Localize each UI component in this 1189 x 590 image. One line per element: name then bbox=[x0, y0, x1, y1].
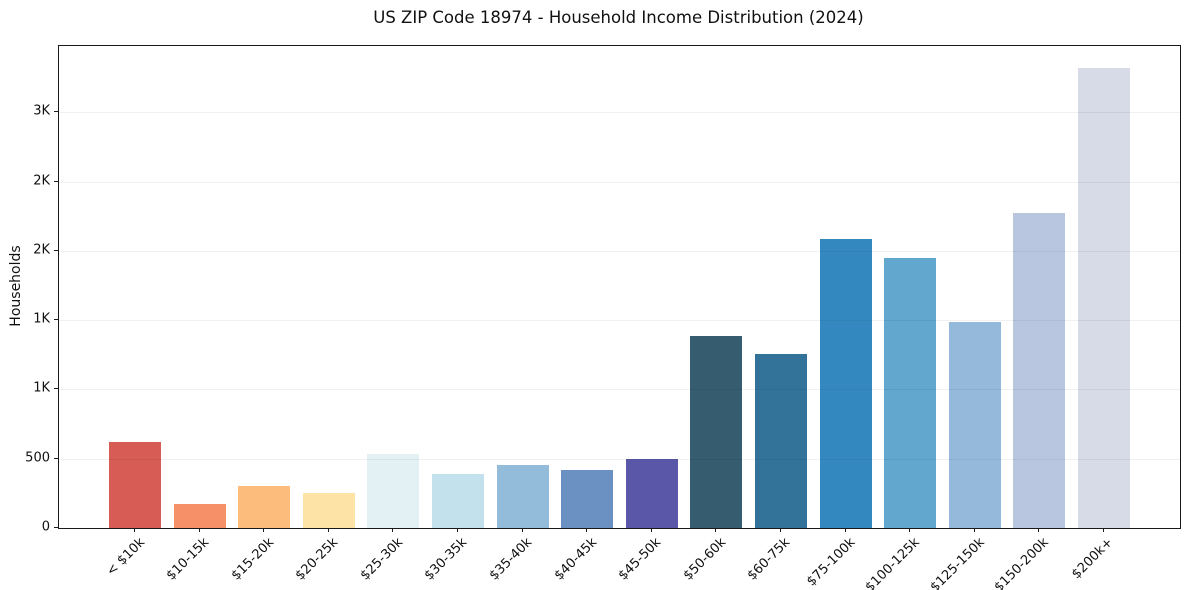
y-tick-mark bbox=[54, 249, 58, 251]
x-tick-mark bbox=[1103, 528, 1104, 532]
bar-100-125k bbox=[884, 257, 937, 528]
bar-50-60k bbox=[690, 336, 743, 528]
x-tick-label: $150-200k bbox=[991, 535, 1052, 590]
bar-30-35k bbox=[432, 473, 484, 528]
x-tick-label: $30-35k bbox=[422, 535, 471, 584]
x-tick-label: $100-125k bbox=[862, 535, 923, 590]
x-tick-label: $35-40k bbox=[486, 535, 536, 584]
gridline-1500 bbox=[59, 320, 1180, 322]
x-tick-label: $45-50k bbox=[615, 535, 665, 584]
y-tick-mark bbox=[54, 319, 58, 321]
x-tick-label: $15-20k bbox=[228, 535, 277, 584]
gridline-2500 bbox=[59, 181, 1180, 183]
bar-200k bbox=[1078, 68, 1130, 528]
y-tick-label: 1K bbox=[33, 380, 50, 396]
bar-40-45k bbox=[561, 469, 614, 528]
x-tick-mark bbox=[715, 528, 717, 532]
gridline-2000 bbox=[59, 250, 1180, 252]
x-tick-mark bbox=[263, 528, 265, 532]
y-tick-label: 500 bbox=[25, 450, 50, 466]
x-tick-mark bbox=[586, 528, 588, 532]
gridline-1000 bbox=[59, 389, 1180, 391]
y-tick-label: 2K bbox=[33, 173, 50, 189]
x-tick-label: $200k+ bbox=[1069, 535, 1117, 583]
x-tick-label: $60-75k bbox=[745, 535, 794, 584]
y-tick-label: 0 bbox=[41, 519, 50, 535]
bar-150-200k bbox=[1013, 212, 1066, 528]
x-tick-label: $50-60k bbox=[680, 535, 729, 584]
gridline-3000 bbox=[59, 112, 1180, 114]
bar-25-30k bbox=[367, 453, 420, 528]
x-tick-label: $10-15k bbox=[163, 535, 213, 584]
x-tick-label: $125-150k bbox=[927, 535, 988, 590]
bar-35-40k bbox=[496, 464, 549, 528]
y-tick-mark bbox=[54, 180, 58, 182]
y-tick-mark bbox=[54, 388, 58, 390]
x-tick-mark bbox=[909, 528, 911, 532]
y-tick-mark bbox=[54, 111, 58, 113]
x-tick-label: $75-100k bbox=[803, 535, 859, 590]
x-tick-mark bbox=[521, 528, 523, 532]
x-tick-label: < $10k bbox=[103, 535, 148, 580]
x-tick-mark bbox=[327, 528, 329, 532]
x-tick-mark bbox=[844, 528, 846, 532]
bar-10-15k bbox=[173, 503, 226, 528]
bar-60-75k bbox=[755, 354, 807, 528]
x-tick-mark bbox=[1038, 528, 1040, 532]
chart-title: US ZIP Code 18974 - Household Income Dis… bbox=[373, 8, 864, 27]
gridline-500 bbox=[59, 458, 1180, 460]
x-tick-label: $25-30k bbox=[357, 535, 406, 584]
x-tick-mark bbox=[457, 528, 458, 532]
y-tick-mark bbox=[54, 457, 58, 459]
x-tick-mark bbox=[973, 528, 975, 532]
bar-15-20k bbox=[238, 486, 291, 528]
x-tick-label: $20-25k bbox=[292, 535, 342, 584]
x-tick-mark bbox=[134, 528, 135, 532]
y-tick-mark bbox=[54, 527, 58, 528]
x-tick-mark bbox=[198, 528, 200, 532]
bar-125-150k bbox=[948, 321, 1001, 528]
x-tick-mark bbox=[392, 528, 394, 532]
bar-45-50k bbox=[625, 458, 678, 528]
x-tick-label: $40-45k bbox=[551, 535, 600, 584]
bar-75-100k bbox=[819, 239, 872, 528]
x-tick-mark bbox=[650, 528, 652, 532]
plot-area bbox=[58, 45, 1181, 529]
bar-20-25k bbox=[302, 492, 355, 528]
y-tick-label: 1K bbox=[33, 311, 50, 327]
y-tick-label: 2K bbox=[33, 242, 50, 258]
x-tick-mark bbox=[780, 528, 781, 532]
bar-10k bbox=[109, 442, 161, 528]
y-tick-label: 3K bbox=[33, 103, 50, 119]
